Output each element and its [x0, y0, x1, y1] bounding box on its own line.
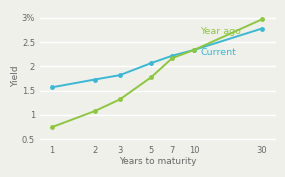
Text: Current: Current [200, 48, 236, 57]
Y-axis label: Yield: Yield [11, 65, 20, 87]
X-axis label: Years to maturity: Years to maturity [119, 157, 197, 166]
Text: Year ago: Year ago [200, 27, 241, 36]
